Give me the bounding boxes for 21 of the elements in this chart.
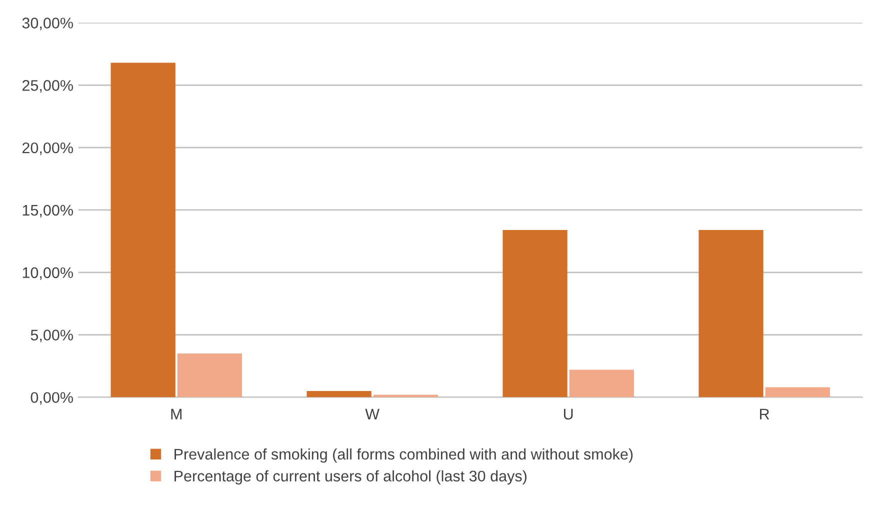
x-tick-label: U	[564, 408, 573, 420]
bar	[177, 354, 242, 398]
y-tick-label: 25,00%	[22, 80, 73, 93]
bar	[502, 230, 568, 398]
bar	[110, 62, 176, 398]
bar	[306, 390, 372, 398]
x-tick-label: W	[365, 408, 380, 420]
y-tick-label: 20,00%	[22, 142, 73, 156]
x-tick-label: M	[171, 408, 182, 420]
y-tick-label: 30,00%	[22, 18, 73, 30]
bar	[569, 370, 634, 398]
y-tick-label: 10,00%	[22, 267, 73, 280]
legend-label: Percentage of current users of alcohol (last 30 days)	[174, 470, 526, 485]
legend-label: Prevalence of smoking (all forms combined with and without smoke)	[174, 448, 633, 463]
y-tick-label: 15,00%	[22, 204, 73, 218]
y-tick-label: 5,00%	[30, 330, 73, 342]
bar	[698, 230, 764, 398]
y-tick-label: 0,00%	[30, 392, 73, 405]
bar	[765, 387, 830, 398]
x-tick-label: R	[760, 408, 770, 420]
bar	[373, 394, 438, 398]
